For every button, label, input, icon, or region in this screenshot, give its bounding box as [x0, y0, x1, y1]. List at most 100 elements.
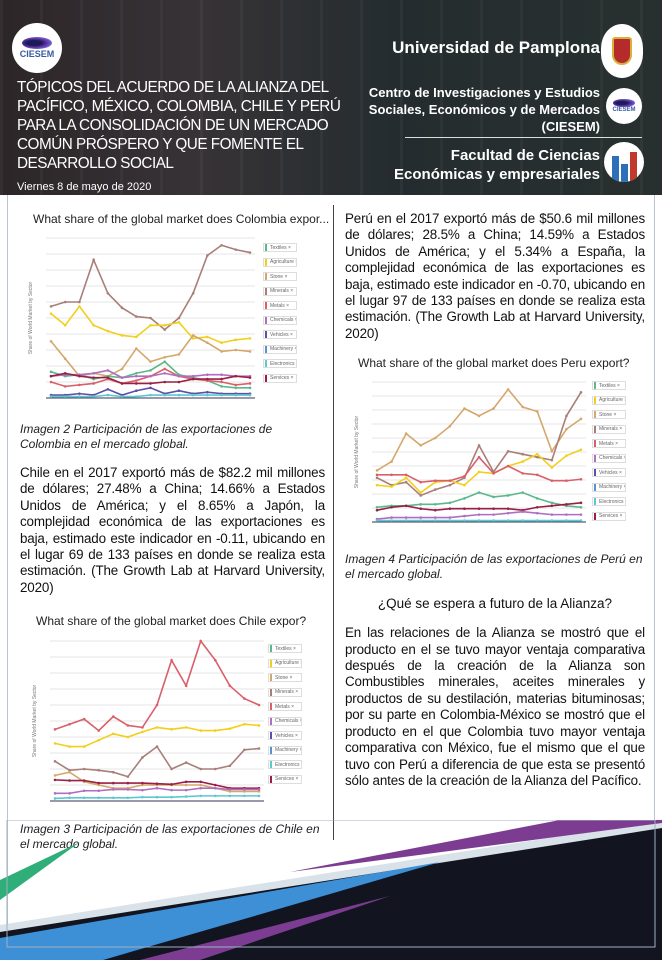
legend-item-agriculture[interactable]: Agriculture ×: [268, 658, 302, 668]
data-point: [234, 393, 238, 397]
data-point: [134, 335, 138, 339]
data-point: [257, 794, 261, 798]
data-point: [78, 374, 81, 378]
legend-label: Metals ×: [270, 302, 290, 309]
data-point: [163, 360, 167, 363]
data-point: [565, 428, 568, 431]
data-point: [257, 790, 261, 793]
legend-item-chemicals[interactable]: Chemicals ×: [592, 453, 626, 463]
legend-item-textiles[interactable]: Textiles ×: [263, 243, 297, 252]
chile-chart-block: What share of the global market does Chi…: [20, 614, 325, 852]
data-point: [565, 454, 568, 458]
data-point: [106, 369, 110, 372]
data-point: [184, 726, 188, 729]
legend-swatch: [594, 396, 596, 404]
data-point: [448, 484, 452, 487]
legend-item-stone[interactable]: Stone ×: [268, 673, 302, 683]
data-point: [206, 341, 209, 345]
caption-colombia: Imagen 2 Participación de las exportacio…: [20, 422, 273, 451]
data-point: [191, 291, 195, 295]
data-point: [477, 507, 481, 511]
data-point: [141, 730, 144, 734]
data-point: [92, 382, 95, 385]
legend-label: Electronics ×: [270, 360, 297, 367]
legend-item-electronics[interactable]: Electronics ×: [263, 359, 297, 368]
data-point: [550, 519, 554, 523]
data-point: [448, 425, 452, 428]
legend-label: Agriculture ×: [599, 397, 626, 404]
data-point: [141, 783, 144, 787]
data-point: [97, 729, 101, 733]
legend-item-minerals[interactable]: Minerals ×: [263, 286, 297, 296]
data-point: [492, 407, 495, 411]
legend-swatch: [265, 302, 267, 309]
legend-item-chemicals[interactable]: Chemicals ×: [263, 315, 297, 325]
data-point: [97, 789, 101, 793]
legend-item-vehicles[interactable]: Vehicles ×: [268, 731, 302, 741]
legend-swatch: [594, 483, 596, 491]
y-axis-label: Share of World Market by Sector: [32, 685, 38, 758]
data-point: [78, 383, 81, 387]
data-point: [220, 350, 223, 353]
legend-item-electronics[interactable]: Electronics ×: [592, 497, 626, 507]
data-point: [463, 507, 466, 511]
data-point: [535, 497, 539, 500]
data-point: [82, 767, 86, 771]
legend-item-agriculture[interactable]: Agriculture ×: [263, 257, 297, 267]
data-point: [120, 376, 124, 379]
data-point: [257, 747, 261, 751]
legend-item-stone[interactable]: Stone ×: [592, 410, 626, 420]
data-point: [220, 380, 223, 384]
data-point: [120, 306, 124, 310]
legend-item-minerals[interactable]: Minerals ×: [268, 687, 302, 697]
data-point: [433, 516, 437, 520]
data-point: [375, 519, 379, 523]
legend-item-services[interactable]: Services ×: [592, 511, 626, 521]
data-point: [579, 391, 583, 394]
legend-swatch: [265, 273, 267, 280]
data-point: [419, 491, 423, 495]
legend-item-services[interactable]: Services ×: [263, 373, 297, 383]
legend-item-metals[interactable]: Metals ×: [263, 301, 297, 310]
data-point: [419, 481, 423, 484]
legend-label: Machinery ×: [270, 346, 297, 352]
legend-item-electronics[interactable]: Electronics ×: [268, 760, 302, 770]
data-point: [248, 337, 252, 340]
legend-item-machinery[interactable]: Machinery ×: [263, 344, 297, 354]
legend-item-textiles[interactable]: Textiles ×: [592, 381, 626, 391]
data-point: [220, 385, 223, 388]
legend-item-metals[interactable]: Metals ×: [268, 702, 302, 712]
data-point: [49, 339, 53, 343]
legend-item-machinery[interactable]: Machinery ×: [592, 482, 626, 492]
chart-peru-title: What share of the global market does Per…: [358, 356, 630, 371]
legend-item-vehicles[interactable]: Vehicles ×: [592, 468, 626, 478]
data-point: [579, 417, 583, 421]
data-point: [126, 775, 130, 779]
data-point: [234, 338, 238, 342]
footer-decoration: [0, 820, 662, 960]
data-point: [234, 386, 238, 390]
legend-item-metals[interactable]: Metals ×: [592, 439, 626, 449]
legend-item-machinery[interactable]: Machinery ×: [268, 745, 302, 755]
data-point: [141, 726, 144, 729]
legend-item-textiles[interactable]: Textiles ×: [268, 644, 302, 654]
data-point: [390, 485, 393, 489]
data-point: [163, 380, 167, 384]
data-point: [433, 436, 437, 440]
legend-item-services[interactable]: Services ×: [268, 774, 302, 784]
data-point: [184, 789, 188, 792]
university-shield-logo: [601, 24, 643, 78]
data-point: [463, 475, 466, 478]
header-title-block: TÓPICOS DEL ACUERDO DE LA ALIANZA DEL PA…: [17, 78, 372, 193]
legend-item-agriculture[interactable]: Agriculture ×: [592, 395, 626, 405]
legend-item-chemicals[interactable]: Chemicals ×: [268, 716, 302, 726]
data-point: [404, 516, 408, 520]
data-point: [248, 386, 252, 390]
legend-item-minerals[interactable]: Minerals ×: [592, 424, 626, 434]
data-point: [170, 783, 173, 786]
legend-label: Services ×: [270, 375, 294, 381]
data-point: [199, 729, 203, 733]
data-point: [390, 516, 393, 520]
legend-item-vehicles[interactable]: Vehicles ×: [263, 330, 297, 339]
legend-item-stone[interactable]: Stone ×: [263, 272, 297, 281]
